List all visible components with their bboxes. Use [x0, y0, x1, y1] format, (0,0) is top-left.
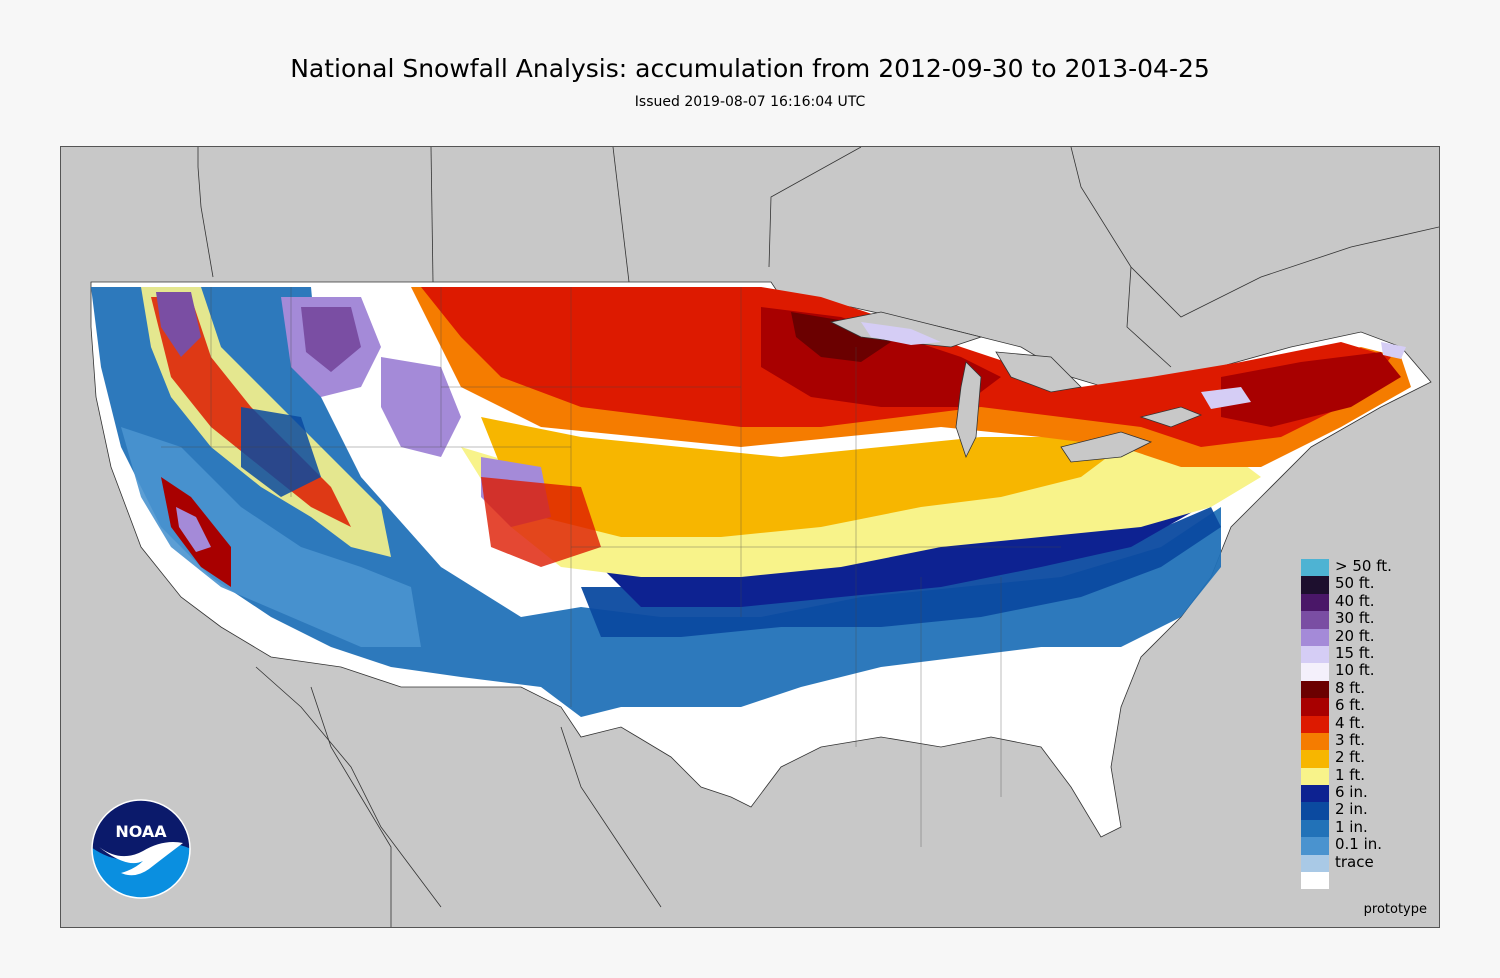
legend-label: 15 ft. — [1335, 643, 1375, 662]
map-title: National Snowfall Analysis: accumulation… — [290, 54, 1210, 83]
legend-label: 30 ft. — [1335, 609, 1375, 628]
state-lines — [161, 287, 1061, 847]
legend-item: 10 ft. — [1301, 661, 1431, 681]
legend-item: 8 ft. — [1301, 678, 1431, 699]
prototype-watermark: prototype — [1363, 902, 1427, 917]
legend-item: trace — [1301, 852, 1431, 873]
legend-item: > 50 ft. — [1301, 557, 1431, 577]
legend-label: 2 in. — [1335, 800, 1368, 819]
legend-swatch — [1301, 645, 1329, 664]
legend-swatch — [1301, 628, 1329, 646]
snowfall-map: NOAA > 50 ft. 50 ft. 40 ft. 30 ft. 20 ft… — [60, 146, 1440, 928]
legend-label: 10 ft. — [1335, 661, 1375, 680]
legend-label: 3 ft. — [1335, 730, 1365, 749]
legend-label: 40 ft. — [1335, 591, 1375, 610]
legend-swatch — [1301, 559, 1329, 577]
legend-label: 20 ft. — [1335, 626, 1375, 645]
legend-swatch — [1301, 611, 1329, 629]
legend-item: 2 ft. — [1301, 748, 1431, 768]
legend-swatch — [1301, 663, 1329, 681]
legend-label: 0.1 in. — [1335, 835, 1383, 854]
legend-item: 40 ft. — [1301, 591, 1431, 612]
legend-item: 15 ft. — [1301, 643, 1431, 664]
legend-label: 50 ft. — [1335, 574, 1375, 593]
legend-item: 30 ft. — [1301, 609, 1431, 629]
legend-swatch — [1301, 854, 1329, 873]
map-canvas — [61, 147, 1439, 927]
legend-swatch — [1301, 715, 1329, 733]
noaa-logo: NOAA — [91, 799, 191, 899]
legend-label: 2 ft. — [1335, 748, 1365, 767]
legend-swatch — [1301, 698, 1329, 716]
issued-timestamp: Issued 2019-08-07 16:16:04 UTC — [634, 94, 866, 110]
legend-label: 1 ft. — [1335, 765, 1365, 784]
legend-swatch — [1301, 680, 1329, 699]
legend-label: 6 in. — [1335, 783, 1368, 802]
legend-label: trace — [1335, 852, 1374, 871]
legend-item: 6 ft. — [1301, 696, 1431, 716]
legend-item: 3 ft. — [1301, 730, 1431, 751]
legend-swatch — [1301, 576, 1329, 594]
legend-item: 1 ft. — [1301, 765, 1431, 786]
legend-item: 1 in. — [1301, 817, 1431, 838]
legend-swatch — [1301, 837, 1329, 855]
legend-swatch — [1301, 593, 1329, 612]
snowfall-legend: > 50 ft. 50 ft. 40 ft. 30 ft. 20 ft. 15 … — [1301, 557, 1431, 890]
legend-swatch — [1301, 785, 1329, 803]
legend-item: 2 in. — [1301, 800, 1431, 820]
legend-item: 0.1 in. — [1301, 835, 1431, 855]
noaa-logo-text: NOAA — [115, 822, 167, 841]
legend-item: 6 in. — [1301, 783, 1431, 803]
legend-item: 50 ft. — [1301, 574, 1431, 594]
legend-item: 4 ft. — [1301, 713, 1431, 733]
legend-item: 20 ft. — [1301, 626, 1431, 646]
legend-swatch — [1301, 872, 1329, 890]
legend-label: 8 ft. — [1335, 678, 1365, 697]
legend-swatch — [1301, 767, 1329, 786]
legend-swatch — [1301, 750, 1329, 768]
legend-label: 6 ft. — [1335, 696, 1365, 715]
legend-label: 1 in. — [1335, 817, 1368, 836]
legend-label: 4 ft. — [1335, 713, 1365, 732]
legend-swatch — [1301, 802, 1329, 820]
legend-label: > 50 ft. — [1335, 557, 1392, 575]
legend-swatch — [1301, 732, 1329, 751]
legend-swatch — [1301, 819, 1329, 838]
legend-item — [1301, 872, 1431, 890]
